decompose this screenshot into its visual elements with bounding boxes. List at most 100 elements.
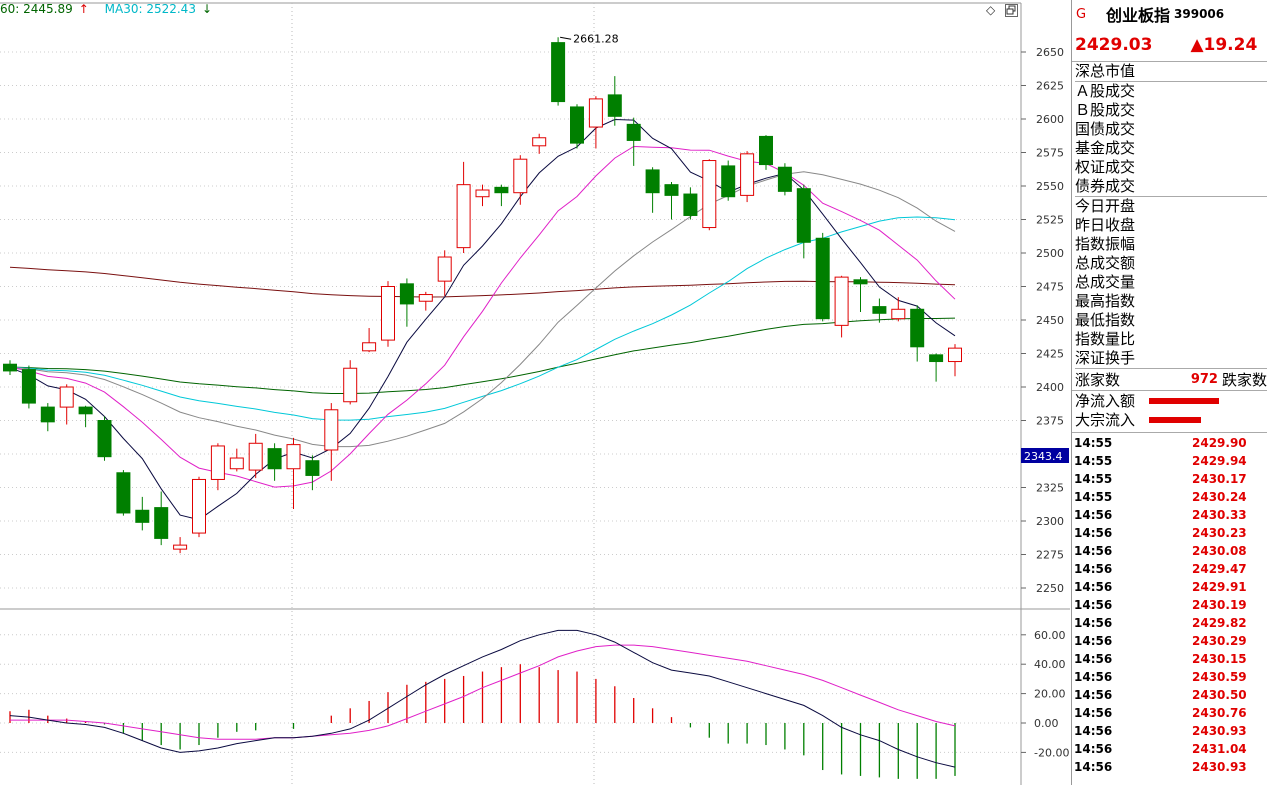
candle-body — [891, 308, 906, 320]
tick-time: 14:56 — [1074, 544, 1113, 558]
tick-time: 14:56 — [1074, 706, 1113, 720]
tick-price: 2430.29 — [1192, 634, 1247, 648]
index-name: 创业板指 — [1106, 6, 1171, 25]
tick-row: 14:56 2430.15 — [1072, 650, 1267, 668]
candle-body — [494, 186, 509, 194]
tick-row: 14:56 2429.47 — [1072, 560, 1267, 578]
macd-tick-label: 40.00 — [1034, 658, 1066, 671]
candle-body — [872, 306, 887, 314]
tick-row: 14:56 2430.50 — [1072, 686, 1267, 704]
price-tick-label: 2650 — [1036, 46, 1064, 59]
index-header: G 创业板指 399006 — [1072, 0, 1267, 28]
tick-row: 14:55 2430.17 — [1072, 470, 1267, 488]
ma-legend: 60: 2445.89 ↑ MA30: 2522.43 ↓ — [0, 2, 224, 16]
candle-body — [796, 188, 811, 243]
tick-time: 14:56 — [1074, 562, 1113, 576]
quote-field-group: Ａ股成交 Ｂ股成交 国债成交 基金成交 权证成交 债券成交 — [1075, 82, 1267, 197]
candle-body — [626, 123, 641, 141]
tick-price: 2430.24 — [1192, 490, 1247, 504]
tick-price: 2430.93 — [1192, 724, 1247, 738]
tick-time: 14:55 — [1074, 454, 1113, 468]
kline-chart-area[interactable]: 2650 2625 2600 2575 2550 2525 2500 2475 2450 2425… — [0, 0, 1070, 785]
candle-body — [607, 94, 622, 117]
diamond-icon[interactable]: ◇ — [986, 3, 996, 17]
price-tick-label: 2525 — [1036, 214, 1064, 227]
quote-field-label: 最低指数 — [1075, 311, 1136, 329]
current-price-marker — [1021, 448, 1069, 463]
tick-time: 14:56 — [1074, 580, 1113, 594]
candle-body — [815, 237, 830, 320]
price-tick-label: 2375 — [1036, 415, 1064, 428]
tick-row: 14:56 2430.33 — [1072, 506, 1267, 524]
tick-list[interactable]: 14:55 2429.90 14:55 2429.94 14:55 2430.17 14:5… — [1072, 432, 1267, 776]
tick-row: 14:56 2430.19 — [1072, 596, 1267, 614]
candle-body — [210, 445, 225, 480]
tick-time: 14:56 — [1074, 742, 1113, 756]
candle-body — [551, 42, 566, 103]
tick-price: 2429.91 — [1192, 580, 1247, 594]
tick-price: 2430.33 — [1192, 508, 1247, 522]
macd-tick-label: -20.00 — [1034, 746, 1069, 759]
candle-body — [3, 363, 17, 372]
tick-price: 2429.82 — [1192, 616, 1247, 630]
candle-body — [324, 409, 339, 451]
quote-field-label: 基金成交 — [1075, 139, 1136, 157]
price-tick-label: 2275 — [1036, 549, 1064, 562]
tick-time: 14:56 — [1074, 760, 1113, 774]
quote-field-group: 深总市值 — [1075, 62, 1267, 82]
peak-price-label: 2661.28 — [573, 32, 619, 45]
tick-price: 2430.15 — [1192, 652, 1247, 666]
tick-time: 14:56 — [1074, 634, 1113, 648]
candle-body — [305, 460, 320, 476]
candle-body — [570, 106, 584, 144]
candle-body — [97, 420, 112, 458]
restore-window-icon[interactable] — [1005, 4, 1018, 17]
rise-fall-row: 涨家数 972 跌家数 — [1072, 369, 1267, 391]
tick-price: 2430.23 — [1192, 526, 1247, 540]
candle-body — [267, 448, 282, 470]
candle-body — [853, 279, 868, 285]
price-tick-label: 2625 — [1036, 80, 1064, 93]
tick-time: 14:55 — [1074, 490, 1113, 504]
candle-body — [588, 98, 603, 128]
quote-field-label: 国债成交 — [1075, 120, 1136, 138]
tick-row: 14:56 2431.04 — [1072, 740, 1267, 758]
candle-body — [192, 478, 206, 534]
net-inflow-bar — [1149, 397, 1220, 404]
tick-time: 14:56 — [1074, 508, 1113, 522]
candle-body — [59, 386, 74, 408]
tick-time: 14:56 — [1074, 526, 1113, 540]
ma10-line — [9, 145, 956, 488]
ma30-legend: MA30: 2522.43 ↓ — [104, 2, 213, 16]
quote-field-label: 今日开盘 — [1075, 197, 1136, 215]
index-price: 2429.03 — [1075, 34, 1153, 55]
quote-field-group: 今日开盘 昨日收盘 指数振幅 总成交额 总成交量 最高指数 最低指数 指数量比 深证换手 — [1075, 197, 1267, 369]
tick-row: 14:56 2429.91 — [1072, 578, 1267, 596]
block-inflow-bar — [1149, 416, 1202, 423]
price-tick-label: 2450 — [1036, 314, 1064, 327]
tick-row: 14:56 2430.29 — [1072, 632, 1267, 650]
quote-field-label: 昨日收盘 — [1075, 216, 1136, 234]
ma60-legend: 60: 2445.89 ↑ — [0, 2, 89, 16]
tick-price: 2430.50 — [1192, 688, 1247, 702]
kline-chart[interactable]: 2650 2625 2600 2575 2550 2525 2500 2475 2450 2425… — [0, 0, 1070, 785]
macd-tick-label: 60.00 — [1034, 629, 1066, 642]
tick-row: 14:56 2430.93 — [1072, 722, 1267, 740]
quote-field-label: 深总市值 — [1075, 62, 1136, 80]
candle-body — [229, 457, 244, 470]
tick-time: 14:55 — [1074, 436, 1113, 450]
tick-price: 2429.94 — [1192, 454, 1247, 468]
tick-row: 14:55 2430.24 — [1072, 488, 1267, 506]
block-inflow-row: 大宗流入 — [1072, 410, 1267, 429]
tick-price: 2429.90 — [1192, 436, 1247, 450]
market-flag-icon: G — [1076, 6, 1087, 22]
price-tick-label: 2325 — [1036, 482, 1064, 495]
candle-body — [683, 193, 698, 216]
candle-body — [645, 169, 660, 194]
candle-body — [286, 444, 301, 470]
tick-price: 2430.76 — [1192, 706, 1247, 720]
candle-body — [759, 135, 773, 166]
quote-field-label: 最高指数 — [1075, 292, 1136, 310]
tick-price: 2430.17 — [1192, 472, 1247, 486]
candle-body — [40, 406, 55, 423]
